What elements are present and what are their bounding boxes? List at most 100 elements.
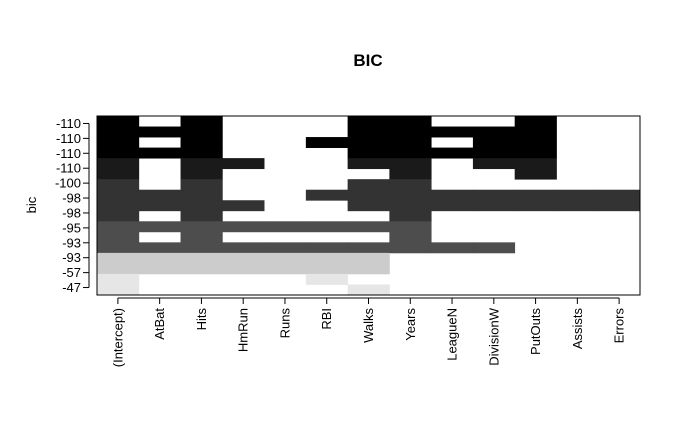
x-tick-label: Years [403, 308, 418, 341]
heatmap-cell [347, 179, 390, 191]
plot-frame [96, 115, 641, 296]
heatmap-cell [138, 263, 181, 275]
heatmap-cell [180, 147, 223, 159]
y-axis-label: bic [24, 196, 39, 213]
heatmap-cell [472, 137, 516, 148]
heatmap-cell [305, 273, 349, 285]
heatmap-cell [180, 158, 223, 170]
heatmap-cell [97, 126, 140, 138]
heatmap-cell [514, 126, 557, 138]
heatmap-cell [180, 126, 223, 138]
y-tick-label: -100 [55, 176, 81, 191]
heatmap-cell [347, 221, 390, 233]
heatmap-cell [180, 189, 223, 201]
heatmap-cell [347, 116, 390, 127]
heatmap-cell [180, 210, 223, 222]
heatmap-cell [389, 231, 432, 243]
heatmap-cell [472, 147, 516, 159]
heatmap-cell [138, 200, 181, 212]
heatmap-cell [138, 189, 181, 201]
heatmap-cell [180, 168, 223, 180]
x-axis: (Intercept) AtBat Hits HmRun Runs RBI Walks Yea… [110, 297, 627, 367]
chart-title: BIC [353, 51, 382, 70]
y-axis: -110-110-110-110-100-98-98-95-93-93-57-4… [55, 116, 90, 295]
y-tick-label: -93 [62, 235, 81, 250]
x-tick-label: RBI [319, 308, 334, 330]
x-tick-label: Assists [570, 308, 585, 350]
y-tick-label: -98 [62, 205, 81, 220]
heatmap-cell [347, 200, 390, 212]
heatmap-cell [514, 189, 557, 201]
heatmap-cell [97, 284, 140, 296]
heatmap-cell [138, 147, 181, 159]
x-tick-label: DivisionW [486, 307, 501, 366]
heatmap-cell [389, 137, 432, 148]
heatmap-cell [138, 126, 181, 138]
x-tick-label: Errors [612, 308, 627, 344]
heatmap-cell [180, 252, 223, 264]
heatmap-cell [389, 242, 432, 254]
heatmap-cell [514, 147, 557, 159]
heatmap-cell [347, 147, 390, 159]
heatmap-cell [180, 137, 223, 148]
y-tick-label: -93 [62, 250, 81, 265]
heatmap-cell [472, 126, 516, 138]
heatmap-cell [389, 116, 432, 127]
heatmap-cell [556, 189, 599, 201]
heatmap-cell [97, 137, 140, 148]
heatmap-cell [598, 189, 641, 201]
heatmap-cell [97, 189, 140, 201]
heatmap-cell [97, 158, 140, 170]
heatmap-cell [138, 252, 181, 264]
heatmap-cell [347, 284, 390, 296]
heatmap-cell [389, 168, 432, 180]
heatmap-cell [389, 158, 432, 170]
heatmap-cell [97, 116, 140, 127]
heatmap-cell [222, 252, 265, 264]
heatmap-cell [389, 179, 432, 191]
heatmap-cell [222, 158, 265, 170]
heatmap-cell [305, 252, 349, 264]
heatmap-cell [180, 179, 223, 191]
x-tick-label: HmRun [236, 308, 251, 352]
heatmap-cell [389, 210, 432, 222]
heatmap-cell [305, 189, 349, 201]
heatmap-cell [97, 252, 140, 264]
heatmap-cell [389, 189, 432, 201]
heatmap-cell [389, 200, 432, 212]
heatmap-cell [180, 221, 223, 233]
heatmap-cell [431, 200, 474, 212]
heatmap-cell [514, 200, 557, 212]
heatmap-cell [180, 263, 223, 275]
y-tick-label: -95 [62, 220, 81, 235]
x-tick-label: PutOuts [528, 308, 543, 355]
x-tick-label: Hits [194, 308, 209, 331]
heatmap-cell [180, 242, 223, 254]
y-tick-label: -110 [56, 131, 81, 146]
heatmap-cell [180, 116, 223, 127]
heatmap-cell [305, 263, 349, 275]
heatmap-cell [347, 126, 390, 138]
heatmap-cell [472, 200, 516, 212]
heatmap-cell [264, 242, 307, 254]
x-tick-label: LeagueN [445, 308, 460, 361]
heatmap-cell [97, 179, 140, 191]
x-tick-label: (Intercept) [110, 308, 125, 367]
heatmap-cell [514, 158, 557, 170]
y-tick-label: -57 [62, 265, 81, 280]
heatmap-cell [97, 263, 140, 275]
heatmap-cell [97, 242, 140, 254]
heatmap-cell [347, 158, 390, 170]
y-tick-label: -98 [62, 191, 81, 206]
heatmap-cell [305, 137, 349, 148]
y-tick-label: -47 [62, 280, 81, 295]
heatmap-cell [556, 200, 599, 212]
x-tick-label: AtBat [152, 308, 167, 340]
heatmap-cell [347, 263, 390, 275]
heatmap-cell [222, 263, 265, 275]
heatmap-cell [305, 242, 349, 254]
heatmap-cell [389, 221, 432, 233]
heatmap-cell [97, 221, 140, 233]
